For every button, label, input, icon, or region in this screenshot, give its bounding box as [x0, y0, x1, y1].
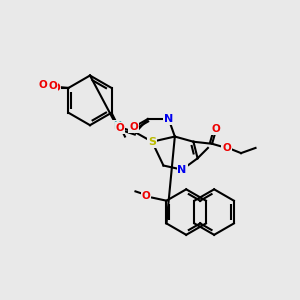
- Text: O: O: [38, 80, 47, 90]
- Text: O: O: [129, 122, 138, 132]
- Text: O: O: [212, 124, 220, 134]
- Text: O: O: [52, 83, 61, 93]
- Text: S: S: [148, 137, 156, 147]
- Text: O: O: [222, 143, 231, 153]
- Text: N: N: [177, 165, 187, 175]
- Text: O: O: [141, 190, 150, 200]
- Text: H: H: [113, 121, 121, 131]
- Text: O: O: [49, 81, 57, 91]
- Text: N: N: [164, 114, 173, 124]
- Text: O: O: [116, 123, 124, 133]
